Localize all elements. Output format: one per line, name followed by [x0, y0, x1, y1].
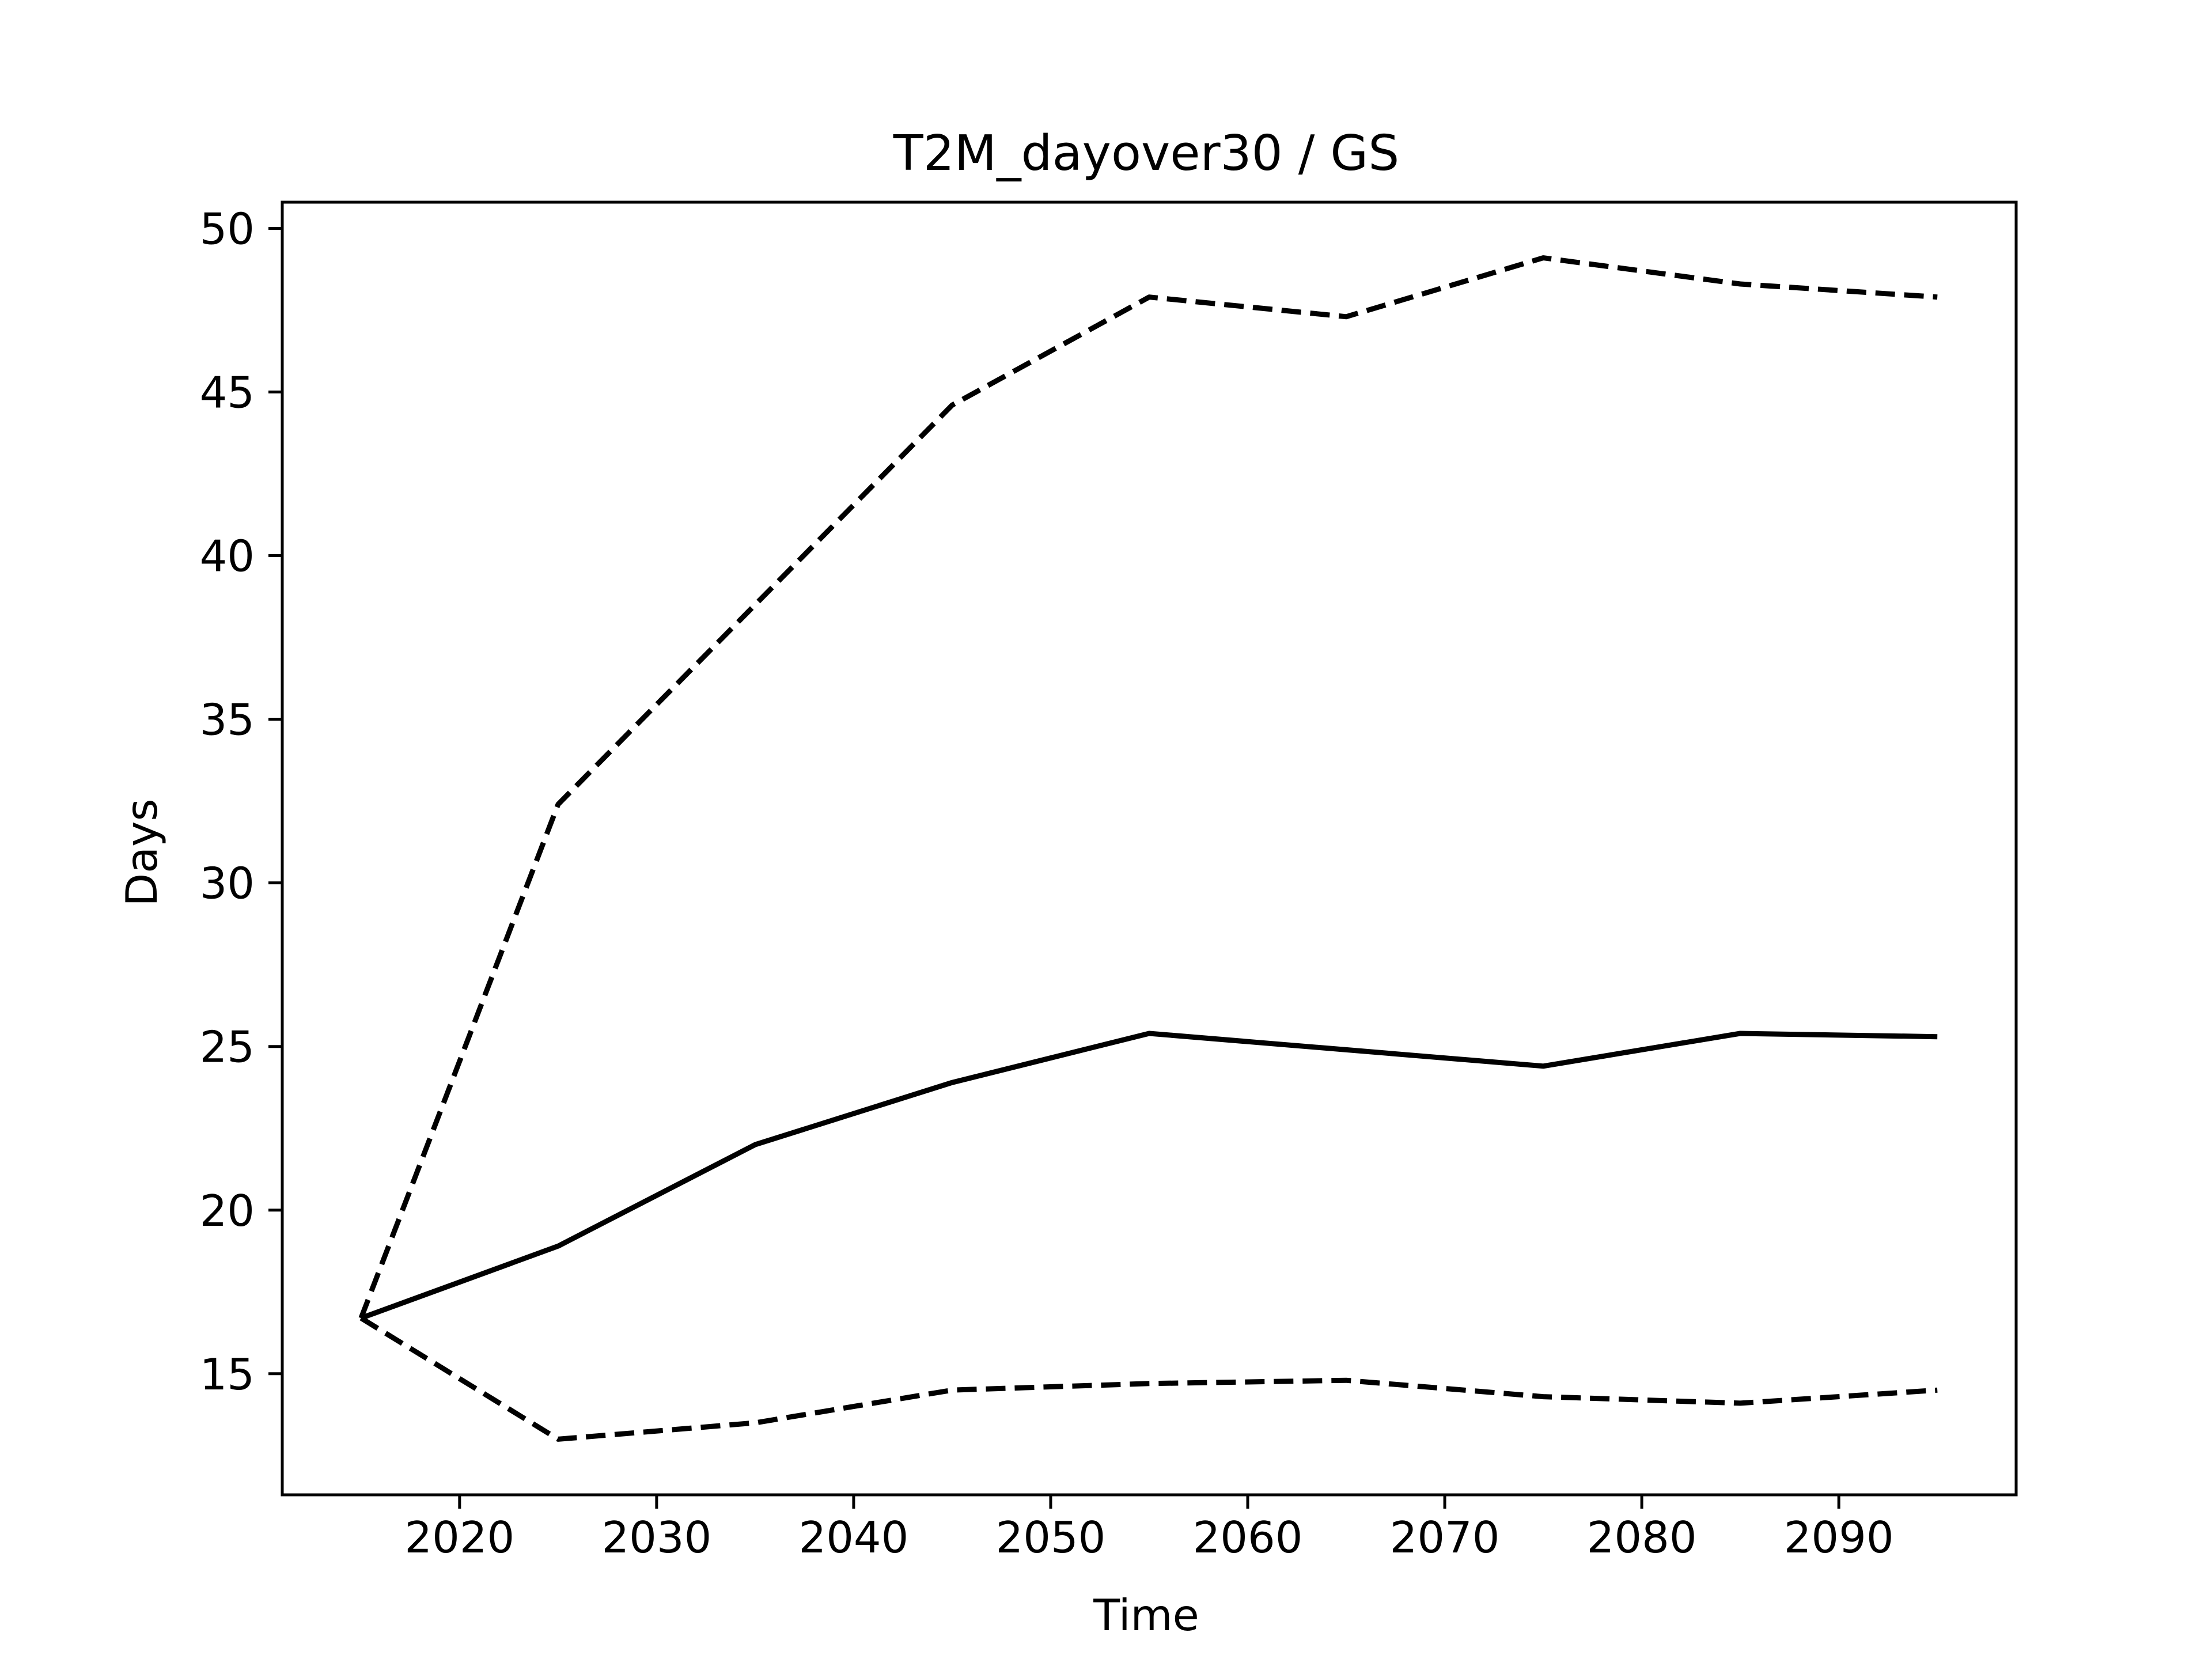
y-axis: 15 20 25 30 35 40 45 50 [200, 203, 282, 1400]
x-tick-label: 2040 [798, 1512, 908, 1563]
x-tick-label: 2060 [1193, 1512, 1303, 1563]
dashed-series-line-1 [358, 255, 1938, 1319]
solid-series-line [360, 1031, 1938, 1321]
x-tick-label: 2050 [996, 1512, 1106, 1563]
y-tick-label: 20 [200, 1185, 255, 1236]
y-tick-label: 40 [200, 531, 255, 582]
dashed-series-line-2 [359, 1316, 1938, 1442]
x-tick-label: 2030 [601, 1512, 711, 1563]
y-tick-label: 45 [200, 367, 255, 418]
x-axis-label: Time [1093, 1590, 1199, 1641]
series-layer [358, 255, 1938, 1442]
y-tick-label: 30 [200, 858, 255, 909]
plot-area-frame [281, 200, 2018, 1497]
x-tick-label: 2070 [1390, 1512, 1500, 1563]
y-tick-label: 25 [200, 1022, 255, 1073]
chart-title: T2M_dayover30 / GS [893, 125, 1399, 182]
y-tick-label: 15 [200, 1349, 255, 1400]
x-tick-label: 2020 [404, 1512, 514, 1563]
x-tick-label: 2080 [1587, 1512, 1697, 1563]
x-tick-label: 2090 [1784, 1512, 1894, 1563]
y-tick-label: 50 [200, 203, 255, 254]
y-axis-label: Days [116, 798, 167, 906]
y-tick-label: 35 [200, 695, 255, 745]
x-axis: 2020 2030 2040 2050 2060 2070 2080 2090 [404, 1495, 1894, 1563]
